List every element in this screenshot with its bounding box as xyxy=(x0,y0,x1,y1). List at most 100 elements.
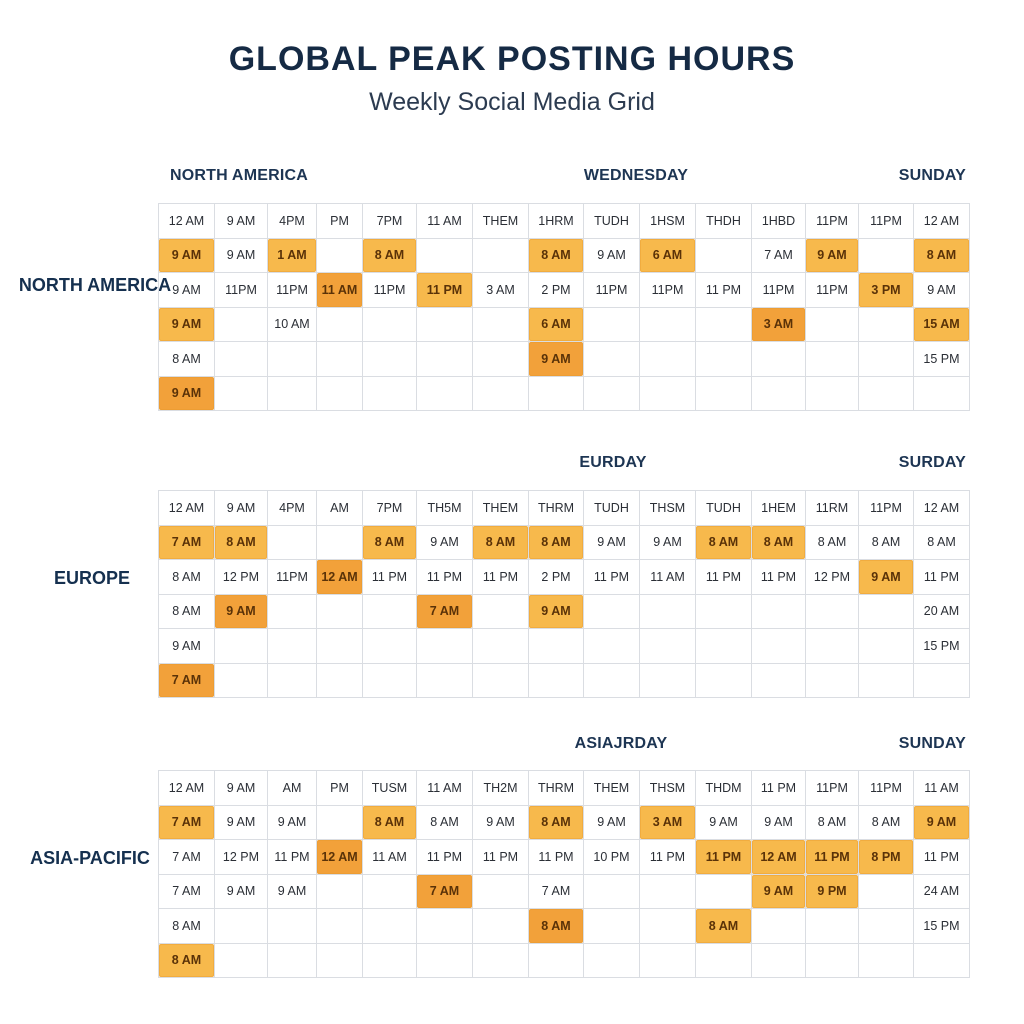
grid-cell xyxy=(362,908,417,944)
grid-cell: 8 PM xyxy=(858,839,914,875)
grid-cell xyxy=(805,942,859,978)
grid-cell xyxy=(472,908,529,944)
grid-cell: 8 AM xyxy=(805,524,859,560)
grid-cell xyxy=(639,628,696,664)
grid-cell: 11 PM xyxy=(362,559,417,595)
grid-cell: 7PM xyxy=(362,203,417,239)
grid-row: 9 AM 9 AM 1 AM 8 AM 8 AM 9 AM 6 AM 7 AM 9 AM 8 AM xyxy=(158,237,970,273)
grid-cell: 9 AM xyxy=(639,524,696,560)
grid-cell xyxy=(267,942,317,978)
peak-hour-highlight: 9 AM xyxy=(159,307,214,341)
grid-cell xyxy=(639,908,696,944)
peak-hour-highlight: 7 AM xyxy=(159,525,214,559)
grid-cell: 8 AM xyxy=(158,908,215,944)
grid-cell: 11PM xyxy=(362,272,417,308)
region-label: EUROPE xyxy=(53,568,131,588)
grid-cell xyxy=(583,306,640,342)
grid-cell: 11PM xyxy=(858,770,914,806)
grid-cell: 9 AM xyxy=(695,804,752,840)
grid-cell: 11PM xyxy=(858,490,914,526)
grid-cell xyxy=(583,375,640,411)
grid-cell xyxy=(214,341,268,377)
grid-cell xyxy=(267,524,317,560)
grid-cell xyxy=(267,375,317,411)
peak-hour-highlight: 9 AM xyxy=(159,238,214,272)
grid-cell: 7 AM xyxy=(158,662,215,698)
grid-cell: TH2M xyxy=(472,770,529,806)
grid-cell: 9 AM xyxy=(913,272,970,308)
grid-cell: 7 AM xyxy=(416,873,473,909)
grid-cell xyxy=(316,942,363,978)
grid-cell: 11 AM xyxy=(416,203,473,239)
grid-cell: 11 PM xyxy=(695,559,752,595)
grid-cell xyxy=(214,942,268,978)
grid-cell: AM xyxy=(316,490,363,526)
peak-hour-highlight: 1 AM xyxy=(268,238,316,272)
peak-hour-highlight: 11 PM xyxy=(696,840,751,874)
peak-hour-highlight: 7 AM xyxy=(417,594,472,628)
grid-cell xyxy=(416,628,473,664)
grid-cell xyxy=(751,942,806,978)
grid-cell: 6 AM xyxy=(528,306,584,342)
grid-cell: 8 AM xyxy=(158,593,215,629)
grid-cell xyxy=(362,375,417,411)
grid-cell xyxy=(214,662,268,698)
grid-cell: 9 AM xyxy=(583,804,640,840)
grid-cell: THEM xyxy=(472,490,529,526)
grid-cell: 11PM xyxy=(751,272,806,308)
grid-cell: 9 AM xyxy=(583,237,640,273)
grid-cell: 11 PM xyxy=(805,839,859,875)
grid-cell xyxy=(316,628,363,664)
grid-cell: 8 AM xyxy=(528,237,584,273)
grid-cell xyxy=(362,341,417,377)
chart-subtitle: Weekly Social Media Grid xyxy=(369,88,655,116)
peak-hour-highlight: 9 AM xyxy=(215,594,267,628)
grid-cell: 9 AM xyxy=(214,770,268,806)
grid-cell: 12 AM xyxy=(316,839,363,875)
grid-cell: 9 AM xyxy=(214,804,268,840)
peak-hour-highlight: 8 AM xyxy=(529,909,583,943)
peak-hour-highlight: 7 AM xyxy=(159,663,214,697)
grid-cell: 4PM xyxy=(267,203,317,239)
section-header-mid: WEDNESDAY xyxy=(583,167,689,184)
grid-cell: 12 AM xyxy=(158,203,215,239)
grid-cell xyxy=(528,375,584,411)
grid-cell xyxy=(416,306,473,342)
grid-cell: 12 PM xyxy=(805,559,859,595)
grid-cell: 7 AM xyxy=(158,524,215,560)
grid-cell: 9 AM xyxy=(416,524,473,560)
grid-cell: 8 AM xyxy=(913,524,970,560)
peak-hour-highlight: 8 AM xyxy=(363,805,416,839)
grid-cell xyxy=(639,375,696,411)
grid-cell xyxy=(267,908,317,944)
grid-cell: 7PM xyxy=(362,490,417,526)
grid-cell: 12 AM xyxy=(913,203,970,239)
peak-hour-highlight: 8 AM xyxy=(473,525,528,559)
grid-cell: 11 AM xyxy=(362,839,417,875)
grid-cell: 8 AM xyxy=(913,237,970,273)
posting-grid: 12 AM 9 AM 4PM AM 7PM TH5M THEM THRM TUDH THSM TUD… xyxy=(158,490,970,698)
grid-cell: 11PM xyxy=(805,203,859,239)
grid-cell: 9 AM xyxy=(158,237,215,273)
peak-hour-highlight: 8 AM xyxy=(363,525,416,559)
grid-cell xyxy=(316,524,363,560)
grid-cell: THDM xyxy=(695,770,752,806)
grid-cell xyxy=(416,237,473,273)
grid-row: 7 AM xyxy=(158,662,970,698)
grid-cell: 9 AM xyxy=(158,306,215,342)
peak-hour-highlight: 3 PM xyxy=(859,273,913,307)
grid-cell xyxy=(267,662,317,698)
grid-cell xyxy=(528,942,584,978)
grid-cell: THDH xyxy=(695,203,752,239)
grid-cell xyxy=(805,306,859,342)
grid-cell: 11PM xyxy=(639,272,696,308)
grid-cell: 12 PM xyxy=(214,559,268,595)
grid-cell xyxy=(751,375,806,411)
grid-cell: 1HBD xyxy=(751,203,806,239)
grid-cell: 9 AM xyxy=(214,490,268,526)
grid-cell xyxy=(858,237,914,273)
grid-cell xyxy=(695,237,752,273)
grid-cell: 10 PM xyxy=(583,839,640,875)
grid-cell xyxy=(805,593,859,629)
grid-row: 8 AM xyxy=(158,942,970,978)
